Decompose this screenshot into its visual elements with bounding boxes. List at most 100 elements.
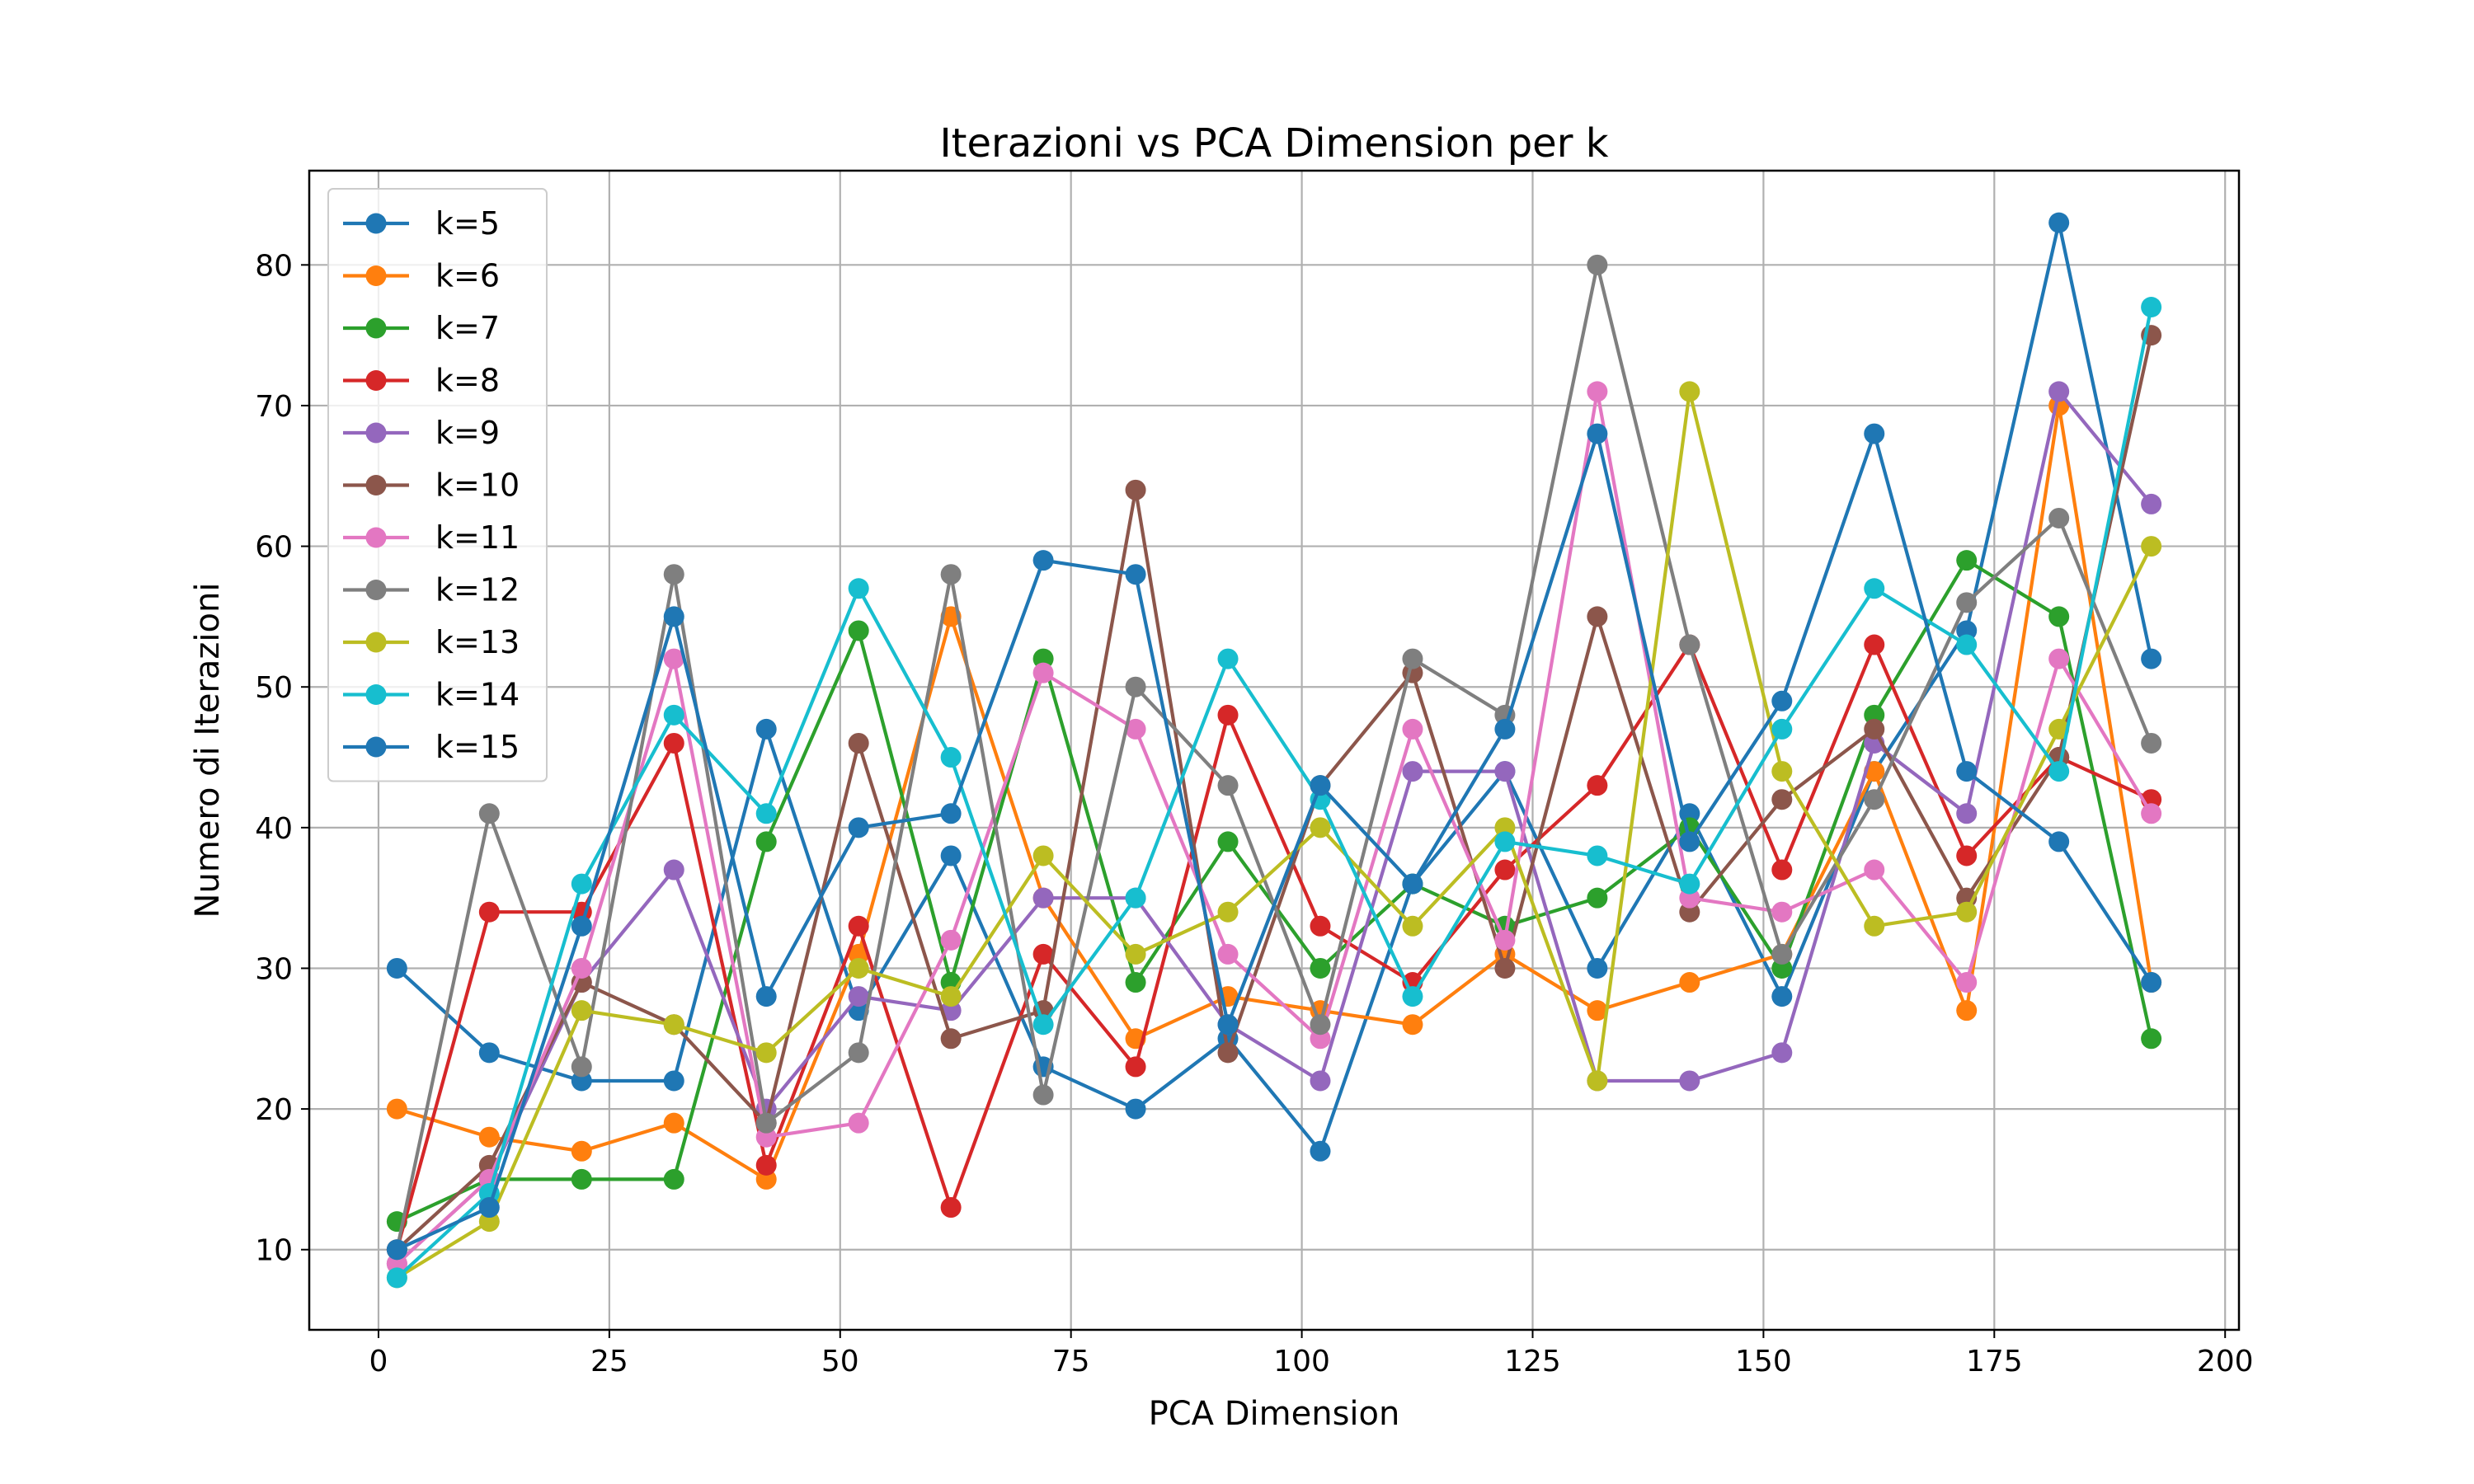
data-point <box>1956 592 1978 613</box>
series-line <box>395 389 2153 1266</box>
data-point <box>571 1000 592 1021</box>
data-point <box>663 732 684 754</box>
data-point <box>1956 761 1978 782</box>
data-point <box>848 578 869 599</box>
legend-marker <box>365 475 387 495</box>
data-point <box>1494 957 1516 979</box>
data-point <box>940 986 962 1007</box>
data-point <box>1771 690 1793 711</box>
data-point <box>1587 957 1608 979</box>
data-series <box>386 212 2162 1289</box>
data-point <box>848 957 869 979</box>
chart-title: Iterazioni vs PCA Dimension per k <box>940 120 1609 167</box>
data-point <box>2141 648 2162 669</box>
data-point <box>1771 789 1793 810</box>
data-point <box>2141 297 2162 318</box>
legend-marker <box>365 265 387 286</box>
data-point <box>1587 254 1608 275</box>
data-point <box>2141 732 2162 754</box>
data-point <box>1679 972 1700 993</box>
series-line <box>395 307 2153 1280</box>
data-point <box>2141 493 2162 514</box>
data-point <box>1587 423 1608 444</box>
data-point <box>1032 943 1054 965</box>
data-point <box>1956 550 1978 571</box>
data-point <box>1679 1070 1700 1092</box>
legend-marker <box>365 736 387 758</box>
data-point <box>663 1168 684 1190</box>
data-point <box>1310 1014 1331 1036</box>
data-point <box>663 1112 684 1134</box>
data-point <box>2141 536 2162 557</box>
data-point <box>940 1197 962 1219</box>
data-point <box>1125 943 1146 965</box>
axis-ticks: 0 25 50 75 100 125 150 175 200 10 20 30 40 50 60 70 80 <box>255 249 2253 1378</box>
data-point <box>1217 775 1239 796</box>
x-tick-label: 75 <box>1052 1345 1090 1378</box>
legend-item: k=13 <box>343 624 520 660</box>
data-point <box>2048 381 2070 402</box>
data-point <box>1402 718 1423 740</box>
data-point <box>386 957 407 979</box>
data-point <box>1032 662 1054 683</box>
data-point <box>848 817 869 838</box>
data-point <box>1587 606 1608 627</box>
data-point <box>1217 831 1239 852</box>
data-point <box>1864 578 1885 599</box>
grid <box>309 171 2239 1330</box>
data-point <box>848 732 869 754</box>
data-point <box>1864 423 1885 444</box>
legend-label: k=15 <box>435 729 520 765</box>
y-tick-label: 10 <box>255 1234 293 1268</box>
axes-frame <box>308 169 2241 1331</box>
data-point <box>571 1140 592 1162</box>
series-line <box>395 221 2153 1153</box>
data-point <box>478 1126 500 1148</box>
data-point <box>1217 943 1239 965</box>
data-point <box>755 831 777 852</box>
legend-marker <box>365 317 387 339</box>
data-point <box>2048 761 2070 782</box>
y-tick-label: 20 <box>255 1093 293 1127</box>
data-point <box>1587 845 1608 866</box>
x-tick-label: 0 <box>369 1345 388 1378</box>
data-point <box>663 564 684 585</box>
data-point <box>1771 986 1793 1007</box>
data-point <box>1679 634 1700 655</box>
y-tick-label: 60 <box>255 531 293 565</box>
y-tick-label: 30 <box>255 952 293 986</box>
data-point <box>571 915 592 937</box>
data-point <box>755 803 777 824</box>
data-point <box>1494 929 1516 951</box>
data-point <box>1864 789 1885 810</box>
data-point <box>2141 1028 2162 1050</box>
series-k-15 <box>386 423 2162 1261</box>
legend-label: k=6 <box>435 258 500 294</box>
x-tick-label: 150 <box>1735 1345 1792 1378</box>
data-point <box>1217 1014 1239 1036</box>
y-axis-label: Numero di Iterazioni <box>189 583 227 918</box>
legend-item: k=7 <box>343 310 500 346</box>
data-point <box>2048 507 2070 528</box>
data-point <box>1217 1042 1239 1064</box>
data-point <box>1125 1056 1146 1078</box>
data-point <box>848 986 869 1007</box>
data-point <box>1587 1000 1608 1021</box>
data-point <box>848 620 869 641</box>
data-point <box>2048 648 2070 669</box>
series-line <box>396 431 2153 1252</box>
data-point <box>1956 901 1978 923</box>
data-point <box>1956 634 1978 655</box>
legend-item: k=5 <box>343 205 500 242</box>
data-point <box>755 1112 777 1134</box>
data-point <box>1864 634 1885 655</box>
legend-marker <box>365 684 387 705</box>
data-point <box>1956 803 1978 824</box>
data-point <box>1310 775 1331 796</box>
data-point <box>571 957 592 979</box>
data-point <box>1494 718 1516 740</box>
data-point <box>1679 873 1700 895</box>
data-point <box>1587 887 1608 909</box>
x-tick-label: 25 <box>590 1345 628 1378</box>
